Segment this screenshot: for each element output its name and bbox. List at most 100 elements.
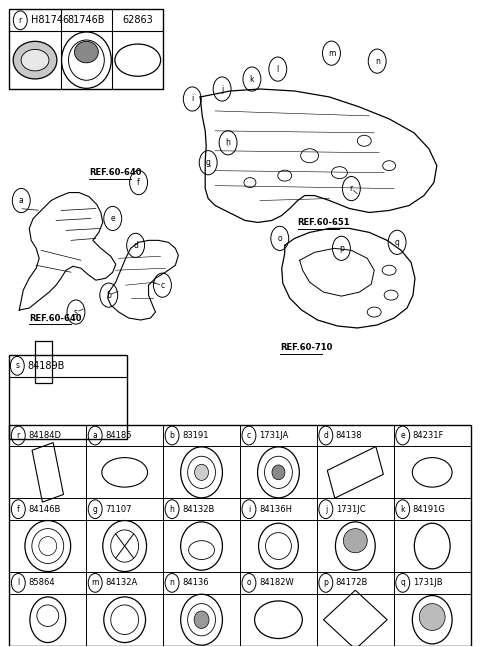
Text: c: c [247,431,251,440]
Bar [240,572,317,594]
Bar [394,424,471,446]
Bar [163,594,240,646]
Bar [240,424,317,446]
Text: j: j [221,85,223,94]
Text: a: a [19,196,24,205]
Bar [86,424,163,446]
Bar [317,520,394,572]
Text: REF.60-651: REF.60-651 [298,218,350,227]
Text: e: e [400,431,405,440]
Text: d: d [133,241,138,250]
Text: j: j [324,505,327,514]
Text: 84172B: 84172B [336,578,368,587]
Text: p: p [339,244,344,253]
Text: 1731JC: 1731JC [336,505,365,514]
Text: o: o [247,578,251,587]
Ellipse shape [194,465,208,481]
Text: 84136H: 84136H [259,505,292,514]
Bar [394,520,471,572]
Text: q: q [400,578,405,587]
Text: REF.60-710: REF.60-710 [280,344,332,353]
Text: 84185: 84185 [105,431,132,440]
Text: H81746: H81746 [31,16,69,25]
Bar [317,572,394,594]
Text: m: m [92,578,99,587]
Ellipse shape [194,611,209,628]
Text: q: q [395,238,399,247]
Bar [163,498,240,520]
Text: e: e [110,214,115,223]
Text: 84191G: 84191G [413,505,445,514]
Ellipse shape [21,49,49,71]
Text: 84184D: 84184D [28,431,61,440]
Bar [9,9,164,89]
Text: i: i [191,94,193,104]
Text: s: s [74,307,78,316]
Ellipse shape [343,529,367,553]
Text: a: a [93,431,97,440]
Text: l: l [17,578,19,587]
Bar [240,594,317,646]
Text: r: r [19,16,22,25]
Text: 81746B: 81746B [68,16,105,25]
Text: n: n [169,578,175,587]
Text: 84146B: 84146B [28,505,60,514]
Text: 84132A: 84132A [105,578,137,587]
Bar [9,498,86,520]
Text: o: o [277,234,282,243]
Bar [394,498,471,520]
Text: m: m [328,49,335,58]
Text: f: f [17,505,20,514]
Bar [317,446,394,498]
Text: g: g [206,159,211,167]
Bar [317,498,394,520]
Text: f: f [137,178,140,187]
Text: n: n [375,57,380,65]
Bar [394,594,471,646]
Bar [317,594,394,646]
Bar [35,342,52,383]
Bar [86,520,163,572]
Bar [86,498,163,520]
Bar [317,424,394,446]
Text: 84132B: 84132B [182,505,215,514]
Bar [163,446,240,498]
Text: 84136: 84136 [182,578,209,587]
Text: 83191: 83191 [182,431,208,440]
Bar [9,355,127,439]
Text: 85864: 85864 [28,578,55,587]
Bar [240,498,317,520]
Ellipse shape [272,465,285,479]
Text: REF.60-640: REF.60-640 [29,314,82,322]
Bar [9,594,86,646]
Text: h: h [169,505,175,514]
Bar [86,572,163,594]
Text: h: h [226,138,230,148]
Text: 84189B: 84189B [27,361,65,371]
Text: d: d [324,431,328,440]
Text: 62863: 62863 [122,16,153,25]
Bar [86,446,163,498]
Text: 1731JB: 1731JB [413,578,442,587]
Text: b: b [169,431,175,440]
Ellipse shape [13,41,57,79]
Text: k: k [400,505,405,514]
Bar [9,446,86,498]
Text: 84231F: 84231F [413,431,444,440]
Bar [163,424,240,446]
Text: 84138: 84138 [336,431,362,440]
Text: p: p [324,578,328,587]
Text: l: l [276,65,279,74]
Bar [9,520,86,572]
Text: k: k [250,74,254,83]
Text: r: r [17,431,20,440]
Text: s: s [15,361,19,370]
Text: REF.60-640: REF.60-640 [89,168,142,177]
Ellipse shape [74,41,98,63]
Text: i: i [248,505,250,514]
Bar [9,424,471,646]
Bar [394,572,471,594]
Text: g: g [93,505,97,514]
Text: 84182W: 84182W [259,578,294,587]
Bar [163,572,240,594]
